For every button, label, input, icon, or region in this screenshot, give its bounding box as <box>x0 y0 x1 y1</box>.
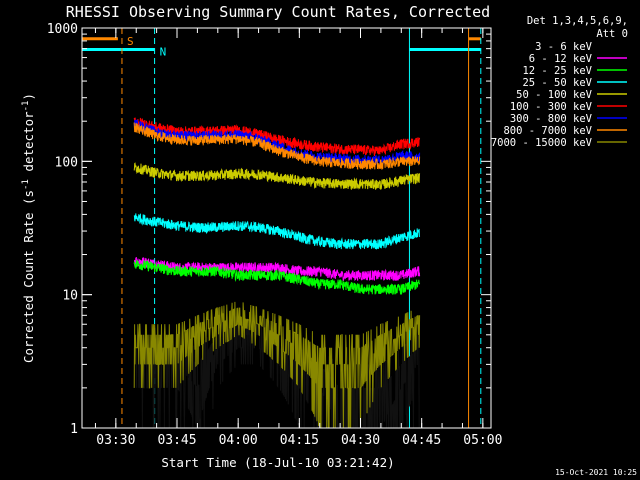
y-label-main: Corrected Count Rate (s <box>21 190 36 363</box>
legend-label: 300 - 800 keV <box>510 113 593 125</box>
x-tick-label: 03:30 <box>96 433 135 448</box>
x-tick-label: 04:00 <box>219 433 258 448</box>
y-tick-label: 100 <box>55 155 78 170</box>
y-label-end: ) <box>21 93 36 101</box>
event-marker-label: S <box>127 35 134 48</box>
x-axis-label: Start Time (18-Jul-10 03:21:42) <box>161 455 394 470</box>
x-tick-label: 05:00 <box>463 433 502 448</box>
legend-label: 6 - 12 keV <box>529 53 593 65</box>
legend-label: 12 - 25 keV <box>522 65 592 77</box>
y-tick-label: 1000 <box>47 22 78 37</box>
y-axis-label: Corrected Count Rate (s-1 detector-1) <box>21 93 36 363</box>
detector-info-line-2: Att 0 <box>596 28 628 40</box>
legend-label: 7000 - 15000 keV <box>491 137 593 149</box>
y-label-sup-2: -1 <box>21 101 31 112</box>
legend-label: 50 - 100 keV <box>516 89 593 101</box>
series-line <box>133 213 421 250</box>
footer-date: 15-Oct-2021 10:25 <box>555 468 637 477</box>
event-marker-label: N <box>160 45 167 58</box>
series-line <box>133 122 421 170</box>
x-tick-label: 04:15 <box>280 433 319 448</box>
x-tick-label: 04:45 <box>402 433 441 448</box>
detector-info-line-1: Det 1,3,4,5,6,9, <box>527 15 628 27</box>
series-line <box>133 301 421 429</box>
x-axis: 03:30 03:45 04:00 04:15 04:30 04:45 05:00 <box>94 28 502 448</box>
legend-label: 3 - 6 keV <box>535 41 593 53</box>
legend-label: 25 - 50 keV <box>522 77 592 89</box>
y-tick-label: 10 <box>62 289 78 304</box>
legend-label: 100 - 300 keV <box>510 101 593 113</box>
y-label-sup-1: -1 <box>21 179 31 190</box>
legend-label: 800 - 7000 keV <box>503 125 592 137</box>
y-tick-label: 1 <box>70 422 78 437</box>
x-tick-label: 04:30 <box>341 433 380 448</box>
y-label-mid: detector <box>21 111 36 179</box>
chart-title: RHESSI Observing Summary Count Rates, Co… <box>66 3 490 21</box>
x-tick-label: 03:45 <box>157 433 196 448</box>
series-line <box>133 117 421 157</box>
series-line <box>133 162 421 191</box>
plot-frame <box>81 27 492 429</box>
y-axis: 1 10 100 1000 <box>47 22 491 437</box>
series-line <box>133 259 421 295</box>
